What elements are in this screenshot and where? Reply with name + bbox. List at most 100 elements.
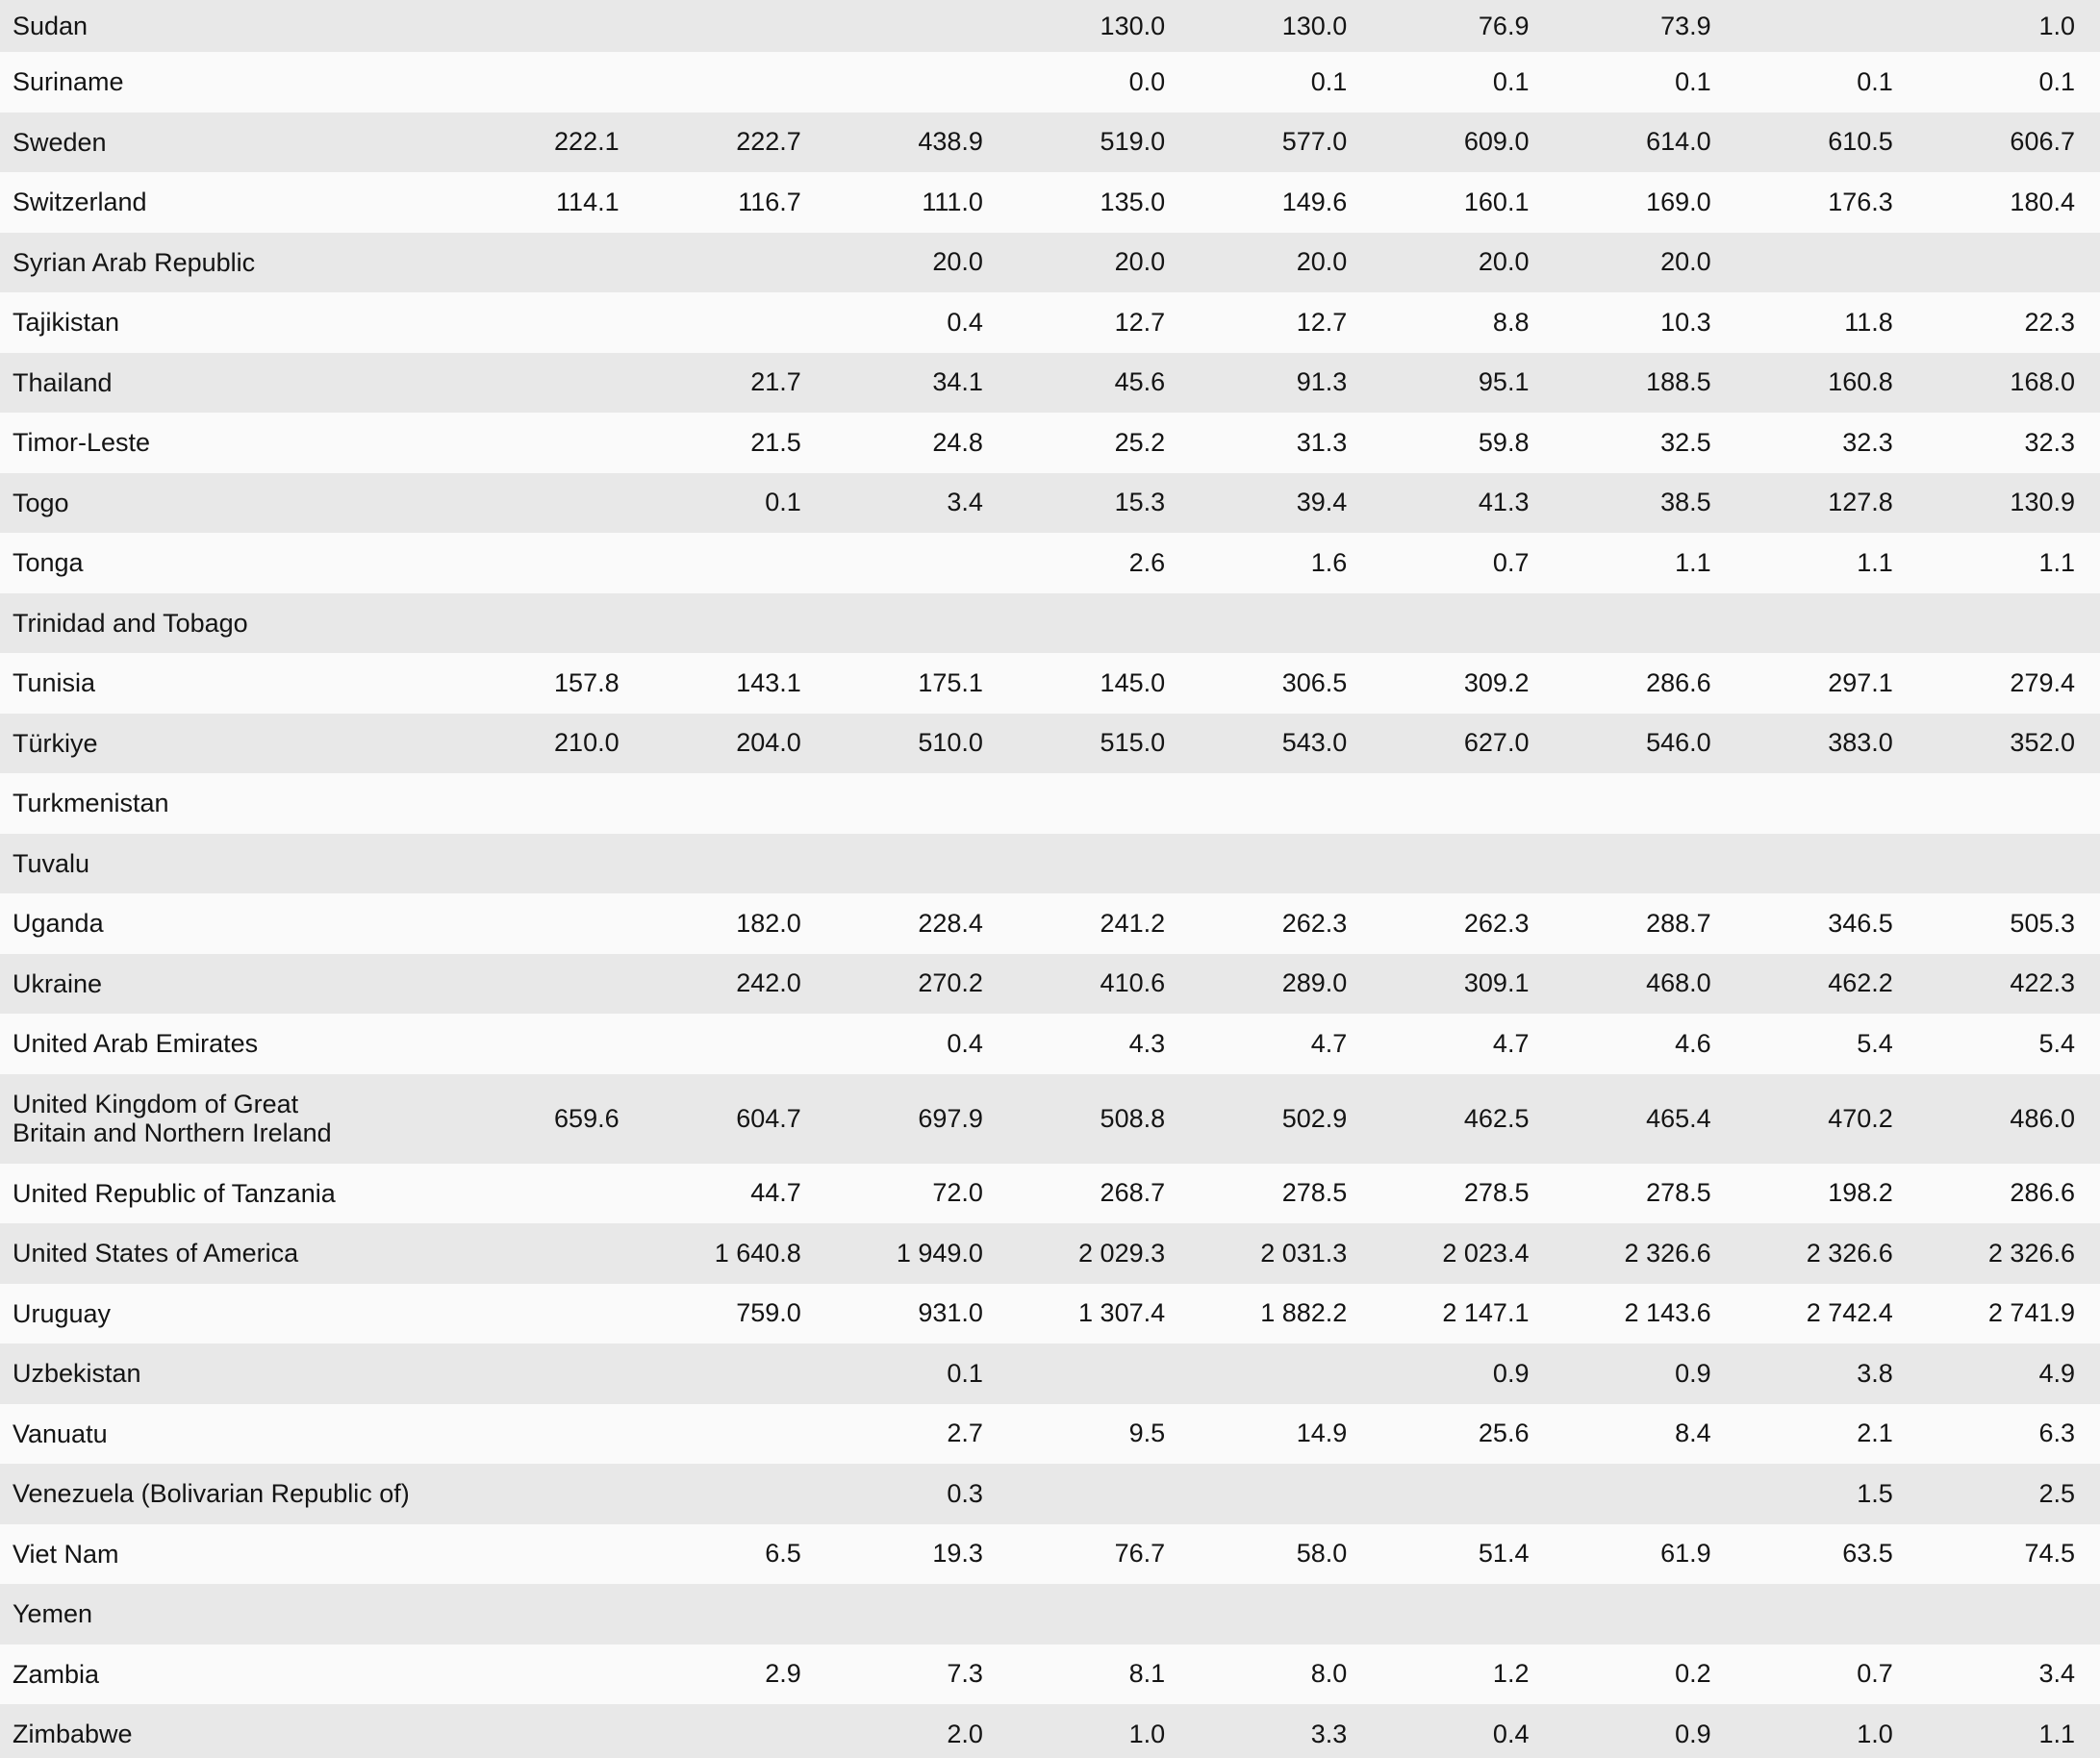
value-cell: 0.7 — [1492, 547, 1530, 577]
value-cell: 143.1 — [736, 667, 801, 697]
value-cell: 268.7 — [1100, 1178, 1166, 1208]
value-cell: 4.6 — [1675, 1028, 1711, 1058]
value-cell: 7.3 — [947, 1659, 983, 1689]
value-cell: 270.2 — [918, 968, 983, 998]
value-cell: 1.0 — [1128, 1719, 1166, 1748]
value-cell — [645, 1464, 826, 1524]
value-cell: 262.3 — [1281, 908, 1348, 938]
value-cell — [826, 834, 1008, 894]
value-cell — [645, 1704, 826, 1758]
country-name-cell: United Arab Emirates — [13, 1029, 259, 1059]
country-name-cell: Uganda — [13, 909, 104, 939]
value-cell: 24.8 — [932, 427, 983, 457]
value-cell — [462, 1014, 644, 1074]
country-name-cell: Tonga — [13, 548, 84, 578]
value-cell — [1918, 1584, 2100, 1645]
value-cell: 157.8 — [554, 667, 620, 697]
value-cell: 1 882.2 — [1260, 1298, 1348, 1328]
value-cell: 168.0 — [2010, 367, 2075, 397]
value-cell — [645, 834, 826, 894]
value-cell — [462, 954, 644, 1015]
value-cell: 91.3 — [1296, 367, 1348, 397]
value-cell — [462, 473, 644, 534]
value-cell: 76.9 — [1478, 11, 1530, 40]
value-cell: 242.0 — [736, 968, 801, 998]
value-cell: 160.8 — [1828, 367, 1893, 397]
value-cell — [462, 413, 644, 473]
value-cell — [462, 1344, 644, 1404]
country-name-cell: Viet Nam — [13, 1539, 119, 1569]
value-cell — [1008, 1584, 1190, 1645]
value-cell: 438.9 — [918, 127, 983, 157]
country-name-cell: Timor-Leste — [13, 428, 151, 458]
value-cell: 346.5 — [1828, 908, 1893, 938]
table-row: Sweden 222.1 222.7 438.9 519.0 577.0 609.0 614… — [0, 112, 2100, 172]
value-cell: 1.1 — [1675, 547, 1711, 577]
value-cell: 130.0 — [1281, 11, 1348, 40]
table-row: Tajikistan 0.4 12.7 12.7 8.8 10.3 11.8 22.3 — [0, 292, 2100, 353]
value-cell: 0.1 — [2038, 66, 2075, 96]
value-cell: 5.4 — [2038, 1028, 2075, 1058]
value-cell — [1190, 1464, 1372, 1524]
table-row: Tunisia 157.8 143.1 175.1 145.0 306.5 309.2 28… — [0, 653, 2100, 714]
value-cell: 12.7 — [1296, 307, 1348, 337]
value-cell: 0.9 — [1675, 1358, 1711, 1388]
value-cell: 135.0 — [1100, 187, 1166, 216]
value-cell: 1.1 — [2038, 547, 2075, 577]
value-cell: 2.1 — [1857, 1419, 1893, 1448]
value-cell — [1190, 1344, 1372, 1404]
value-cell — [462, 52, 644, 113]
value-cell: 25.6 — [1478, 1419, 1530, 1448]
value-cell: 352.0 — [2010, 728, 2075, 758]
value-cell: 0.1 — [1857, 66, 1893, 96]
value-cell: 31.3 — [1296, 427, 1348, 457]
value-cell — [462, 1164, 644, 1224]
value-cell: 410.6 — [1100, 968, 1166, 998]
value-cell: 546.0 — [1646, 728, 1711, 758]
value-cell: 262.3 — [1463, 908, 1530, 938]
value-cell: 20.0 — [1660, 247, 1711, 277]
value-cell — [1190, 834, 1372, 894]
value-cell — [1372, 1464, 1554, 1524]
value-cell: 9.5 — [1128, 1419, 1166, 1448]
value-cell — [462, 533, 644, 593]
value-cell — [1008, 834, 1190, 894]
value-cell: 10.3 — [1660, 307, 1711, 337]
value-cell: 2.6 — [1128, 547, 1166, 577]
value-cell: 0.7 — [1857, 1659, 1893, 1689]
value-cell: 1.5 — [1857, 1478, 1893, 1508]
value-cell — [645, 1584, 826, 1645]
value-cell: 2 326.6 — [1624, 1238, 1711, 1268]
table-row: Togo 0.1 3.4 15.3 39.4 41.3 38.5 127.8 130.9 — [0, 472, 2100, 534]
value-cell — [1372, 834, 1554, 894]
table-row: Zambia 2.9 7.3 8.1 8.0 1.2 0.2 0.7 3.4 — [0, 1644, 2100, 1704]
value-cell: 0.4 — [947, 1028, 983, 1058]
value-cell: 130.9 — [2010, 488, 2075, 517]
value-cell: 309.2 — [1463, 667, 1530, 697]
value-cell: 19.3 — [932, 1539, 983, 1569]
value-cell — [1736, 834, 1918, 894]
value-cell — [462, 893, 644, 954]
value-cell: 3.4 — [2038, 1659, 2075, 1689]
value-cell: 21.7 — [750, 367, 801, 397]
value-cell: 2 029.3 — [1078, 1238, 1166, 1268]
value-cell: 0.4 — [947, 307, 983, 337]
value-cell — [462, 593, 644, 654]
value-cell: 20.0 — [932, 247, 983, 277]
value-cell: 2.9 — [765, 1659, 801, 1689]
value-cell — [645, 52, 826, 113]
value-cell: 1.6 — [1310, 547, 1348, 577]
value-cell: 63.5 — [1842, 1539, 1893, 1569]
value-cell: 486.0 — [2010, 1103, 2075, 1133]
value-cell — [1736, 593, 1918, 654]
value-cell — [462, 773, 644, 834]
value-cell: 222.7 — [736, 127, 801, 157]
value-cell: 2 143.6 — [1624, 1298, 1711, 1328]
value-cell — [462, 1464, 644, 1524]
value-cell: 1 307.4 — [1078, 1298, 1166, 1328]
value-cell — [826, 0, 1008, 52]
value-cell: 74.5 — [2024, 1539, 2075, 1569]
value-cell: 114.1 — [556, 187, 620, 216]
value-cell: 0.2 — [1675, 1659, 1711, 1689]
value-cell: 20.0 — [1478, 247, 1530, 277]
